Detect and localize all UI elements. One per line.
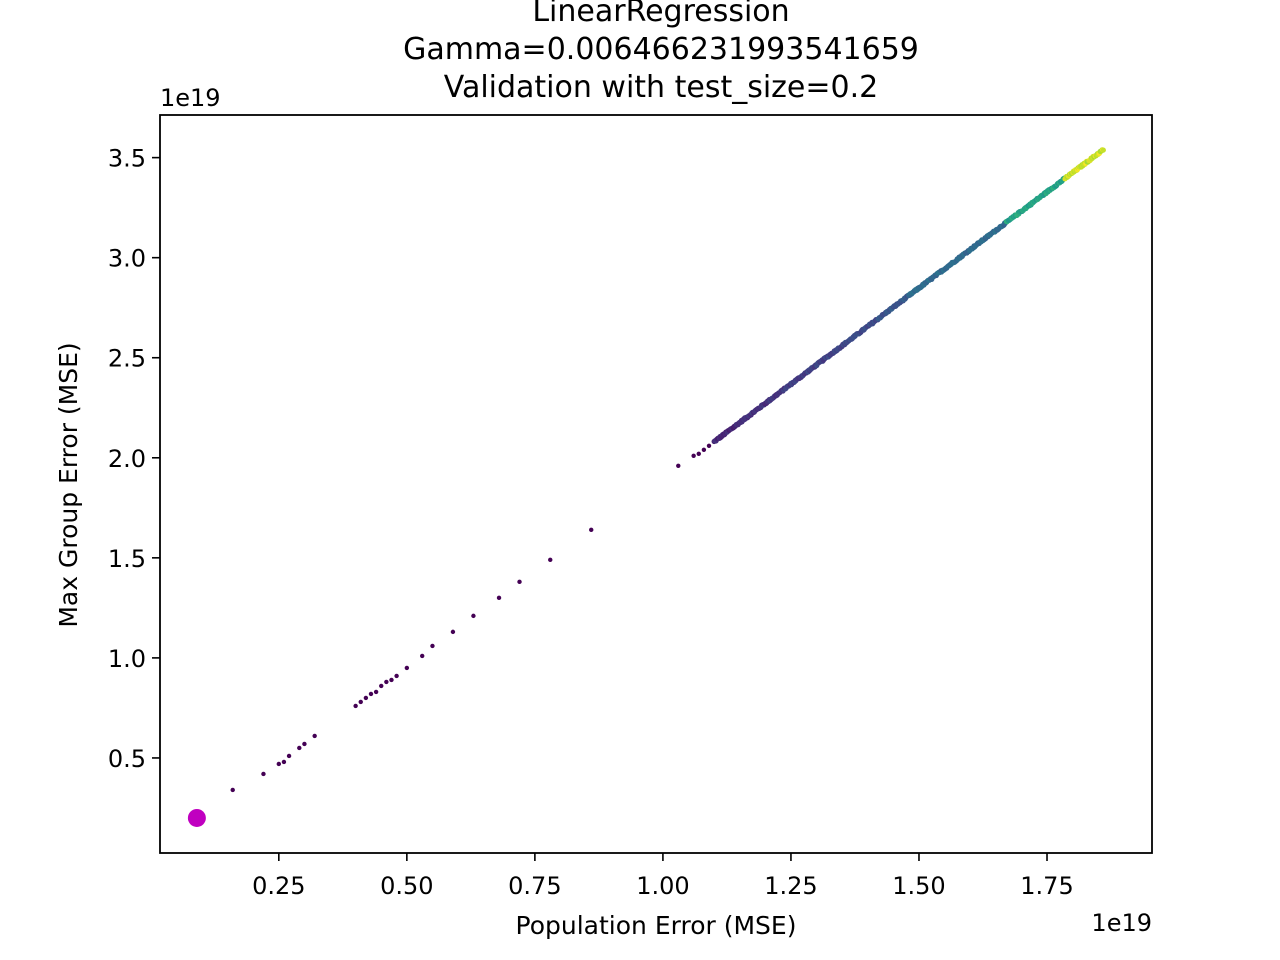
- y-tick-label: 1.5: [108, 545, 146, 573]
- x-tick-label: 0.75: [508, 872, 561, 900]
- scatter-point: [276, 761, 282, 767]
- scatter-point: [384, 679, 389, 685]
- scatter-point: [230, 787, 235, 793]
- y-axis: 0.5 1.0 1.5 2.0 2.5 3.0 3.5: [108, 145, 160, 773]
- scatter-point: [358, 699, 363, 705]
- scatter-point: [691, 453, 696, 458]
- y-offset-text: 1e19: [160, 84, 221, 112]
- scatter-point: [430, 643, 435, 649]
- scatter-point: [389, 677, 394, 683]
- scatter-point: [394, 673, 399, 679]
- scatter-point: [404, 665, 410, 671]
- scatter-point: [297, 745, 302, 751]
- scatter-point: [496, 595, 502, 601]
- y-tick-label: 1.0: [108, 645, 146, 673]
- scatter-point: [363, 695, 369, 701]
- scatter-point: [379, 683, 384, 689]
- scatter-point: [312, 733, 317, 739]
- scatter-point: [696, 451, 701, 456]
- points-layer: [187, 147, 1106, 827]
- x-tick-label: 1.00: [636, 872, 689, 900]
- y-tick-label: 3.0: [108, 245, 146, 273]
- scatter-point: [548, 557, 553, 563]
- scatter-point: [450, 629, 456, 635]
- chart-title-line: Gamma=0.006466231993541659: [403, 32, 919, 67]
- x-tick-label: 1.75: [1020, 872, 1073, 900]
- scatter-point: [706, 443, 712, 448]
- x-offset-text: 1e19: [1091, 909, 1152, 937]
- scatter-point: [1100, 147, 1106, 153]
- scatter-point: [281, 759, 287, 765]
- x-tick-label: 0.25: [252, 872, 305, 900]
- highlight-point: [187, 808, 206, 827]
- x-tick-label: 1.50: [892, 872, 945, 900]
- scatter-point: [286, 753, 292, 759]
- y-tick-label: 0.5: [108, 745, 146, 773]
- scatter-point: [420, 653, 425, 659]
- y-tick-label: 2.0: [108, 445, 146, 473]
- y-axis-label: Max Group Error (MSE): [54, 342, 83, 627]
- x-axis: 0.25 0.50 0.75 1.00 1.25 1.50 1.75: [252, 853, 1074, 900]
- scatter-point: [589, 527, 594, 533]
- scatter-point: [373, 689, 379, 695]
- plot-frame: [159, 114, 1153, 854]
- scatter-point: [676, 463, 681, 468]
- scatter-point: [353, 703, 358, 709]
- scatter-point: [517, 579, 522, 585]
- x-tick-label: 0.50: [380, 872, 433, 900]
- chart-title-line: LinearRegression: [532, 0, 789, 29]
- scatter-point: [261, 771, 266, 777]
- x-tick-label: 1.25: [764, 872, 817, 900]
- y-tick-label: 3.5: [108, 145, 146, 173]
- chart-title-line: Validation with test_size=0.2: [444, 70, 879, 105]
- chart-title: LinearRegression Gamma=0.0064662319935416…: [403, 0, 919, 105]
- y-tick-label: 2.5: [108, 345, 146, 373]
- scatter-point: [302, 741, 307, 747]
- scatter-point: [368, 691, 374, 697]
- x-axis-label: Population Error (MSE): [516, 911, 797, 940]
- scatter-point: [701, 447, 707, 452]
- scatter-point: [471, 613, 476, 619]
